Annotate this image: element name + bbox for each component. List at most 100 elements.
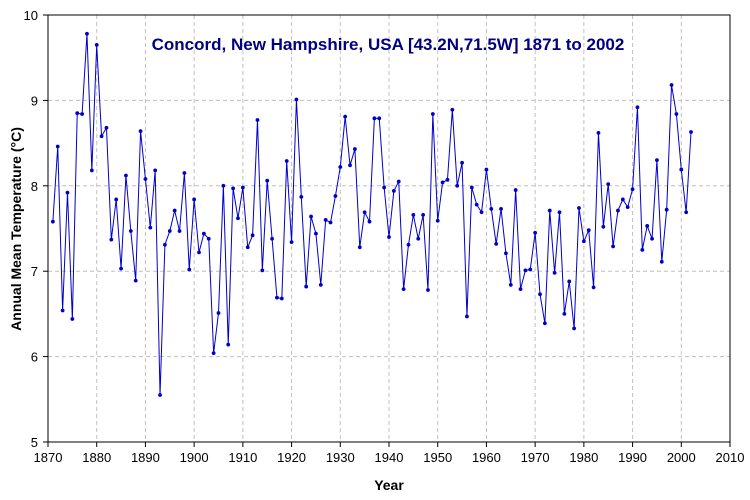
- data-point-1955: [460, 160, 464, 165]
- x-tick-label: 1900: [180, 450, 209, 465]
- x-tick-label: 1980: [569, 450, 598, 465]
- data-point-1905: [216, 311, 221, 315]
- data-point-1933: [353, 147, 357, 151]
- data-point-1971: [538, 292, 542, 297]
- data-point-1883: [109, 237, 114, 242]
- data-point-1983: [596, 130, 601, 135]
- temperature-series-line: [52, 33, 692, 396]
- data-point-1948: [426, 288, 430, 292]
- data-point-1929: [333, 194, 338, 198]
- data-point-1913: [255, 118, 260, 122]
- x-tick-label: 1920: [277, 450, 306, 465]
- data-point-1993: [645, 224, 650, 228]
- data-point-1982: [591, 285, 596, 290]
- data-point-1940: [387, 235, 391, 239]
- data-point-1912: [250, 233, 255, 238]
- data-point-1890: [143, 177, 148, 181]
- data-point-1892: [153, 168, 158, 173]
- data-point-1981: [586, 228, 591, 233]
- y-tick-label: 8: [31, 179, 38, 194]
- data-point-1958: [474, 202, 479, 207]
- data-point-1997: [664, 207, 669, 212]
- data-point-1935: [362, 210, 367, 215]
- data-point-1957: [469, 185, 474, 190]
- data-point-1968: [523, 268, 528, 273]
- y-tick-label: 6: [31, 350, 38, 365]
- data-point-1881: [99, 134, 104, 139]
- x-tick-label: 1940: [375, 450, 404, 465]
- data-point-1941: [391, 189, 396, 193]
- x-tick-label: 1880: [82, 450, 111, 465]
- data-point-1893: [158, 393, 162, 397]
- data-point-1977: [567, 279, 572, 284]
- data-point-1900: [192, 197, 197, 202]
- data-point-1871: [50, 219, 55, 224]
- data-point-1901: [197, 250, 201, 255]
- data-point-1919: [284, 159, 289, 163]
- data-point-1904: [211, 351, 216, 356]
- data-point-1969: [528, 267, 533, 272]
- data-point-1936: [367, 219, 372, 224]
- data-point-1895: [167, 229, 172, 233]
- data-point-1914: [260, 268, 265, 273]
- data-point-1882: [104, 125, 109, 130]
- data-point-1961: [489, 206, 494, 211]
- data-point-1903: [206, 236, 211, 241]
- chart-title: Concord, New Hampshire, USA [43.2N,71.5W…: [152, 35, 625, 54]
- data-point-1944: [406, 242, 411, 247]
- data-point-1989: [625, 205, 630, 210]
- data-point-1945: [411, 212, 416, 217]
- data-point-1951: [440, 180, 445, 185]
- data-point-1910: [240, 185, 245, 190]
- x-tick-label: 1950: [423, 450, 452, 465]
- data-point-1887: [128, 229, 133, 233]
- data-point-1879: [89, 168, 94, 173]
- data-point-1985: [606, 182, 611, 186]
- data-point-1915: [265, 178, 270, 183]
- data-point-1891: [148, 225, 153, 230]
- data-point-1884: [114, 197, 119, 202]
- data-point-1952: [445, 177, 450, 182]
- data-point-1898: [182, 171, 187, 175]
- data-points: [50, 31, 693, 397]
- y-tick-label: 7: [31, 264, 38, 279]
- data-point-1930: [338, 165, 343, 169]
- data-point-1916: [270, 236, 274, 241]
- data-point-1925: [314, 231, 318, 236]
- x-tick-label: 1890: [131, 450, 160, 465]
- data-point-1953: [450, 107, 455, 112]
- data-point-1954: [455, 183, 460, 188]
- x-tick-label: 2010: [716, 450, 745, 465]
- data-point-1931: [343, 114, 348, 119]
- x-tick-label: 1930: [326, 450, 355, 465]
- data-point-1928: [328, 220, 333, 225]
- data-point-1880: [94, 42, 99, 47]
- data-point-1875: [70, 317, 75, 321]
- data-point-1872: [55, 144, 60, 149]
- data-point-1932: [348, 163, 352, 168]
- data-point-1911: [245, 245, 250, 250]
- data-point-2002: [689, 130, 693, 134]
- x-tick-label: 2000: [667, 450, 696, 465]
- data-point-1885: [119, 266, 123, 271]
- data-point-1918: [279, 296, 284, 301]
- data-point-1886: [124, 173, 128, 178]
- data-point-1950: [435, 218, 440, 223]
- x-axis-ticks: 1870 1880 1890 1900 1910 1920 1930 1940 1950 1960…: [34, 442, 745, 465]
- data-point-1992: [640, 247, 645, 252]
- data-point-1939: [382, 185, 387, 190]
- data-point-1899: [187, 267, 192, 272]
- y-tick-label: 10: [24, 8, 38, 23]
- data-point-1960: [484, 167, 489, 172]
- data-point-1921: [294, 97, 299, 102]
- data-point-1889: [138, 129, 143, 134]
- data-point-1975: [557, 210, 562, 215]
- data-point-1920: [289, 240, 294, 245]
- data-point-1897: [177, 229, 182, 233]
- data-point-1987: [616, 208, 620, 213]
- y-axis-title: Annual Mean Temperature (°C): [8, 127, 24, 331]
- data-point-1934: [357, 245, 362, 250]
- data-point-1917: [275, 295, 279, 300]
- data-point-1938: [377, 116, 382, 121]
- data-point-1908: [231, 186, 236, 191]
